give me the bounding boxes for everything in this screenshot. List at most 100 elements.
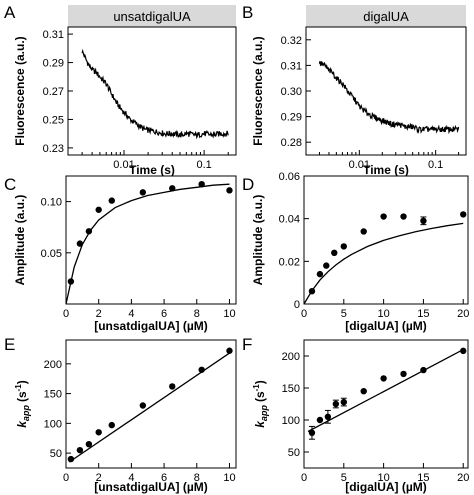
y-tick-label-a: 0.25 [43, 114, 64, 126]
data-point-c [95, 206, 102, 213]
panel-letter-f: F [242, 335, 252, 354]
y-tick-label-e: 150 [44, 389, 62, 401]
panel-letter-d: D [242, 175, 254, 194]
data-point-e [85, 440, 93, 448]
data-point-f [460, 347, 467, 355]
x-axis-label-b: Time (s) [363, 163, 409, 177]
data-point-d [308, 288, 316, 295]
panel-letter-b: B [242, 3, 253, 22]
y-axis-label-e: kapp (s-1) [14, 380, 31, 428]
x-tick-label-e: 4 [128, 472, 134, 484]
x-tick-label-c: 4 [128, 308, 134, 320]
y-axis-label-a: Fluorescence (a.u.) [13, 36, 27, 145]
ticks-b: 0.01 0.1 0.28 0.29 0.30 0.31 0.32 [281, 35, 460, 171]
y-tick-label-d: 0.04 [279, 214, 300, 226]
x-tick-label-d: 5 [341, 308, 347, 320]
data-point-d [360, 228, 367, 235]
y-axis-label-d: Amplitude (a.u.) [251, 195, 265, 286]
data-point-f [316, 416, 324, 424]
header-a-bg [68, 5, 236, 27]
data-point-d [420, 217, 427, 224]
x-tick-label-e: 6 [161, 472, 167, 484]
ticks-d: 0 5 10 15 20 0 0.02 0.04 0.06 [279, 171, 470, 320]
x-tick-label-a: 0.1 [196, 159, 211, 171]
trace-line-b [318, 60, 460, 135]
ticks-e: 0 2 4 6 8 10 50 100 150 200 [44, 359, 236, 484]
x-tick-label-c: 2 [96, 308, 102, 320]
y-tick-label-e: 100 [44, 418, 62, 430]
y-axis-label-e-sub: app [21, 405, 31, 422]
data-point-c [76, 240, 84, 247]
y-tick-label-b: 0.29 [281, 112, 302, 124]
y-axis-label-f-sup: -1 [252, 384, 261, 392]
x-tick-label-d: 10 [377, 308, 389, 320]
x-tick-label-c: 0 [63, 308, 69, 320]
data-point-f [332, 400, 340, 408]
y-tick-label-e: 200 [44, 359, 62, 371]
data-a [81, 48, 229, 140]
data-point-f [400, 370, 407, 378]
x-axis-label-e: [unsatdigalUA] (µM) [94, 480, 208, 494]
ticks-c: 0 2 4 6 8 10 0.05 0.10 [41, 197, 236, 320]
header-b-text: digalUA [363, 9, 409, 24]
plot-frame-f [303, 339, 469, 469]
x-tick-label-c: 10 [223, 308, 235, 320]
y-tick-label-d: 0.06 [279, 171, 300, 183]
data-point-c [85, 228, 93, 235]
data-point-e [139, 402, 147, 409]
y-tick-label-a: 0.23 [43, 143, 64, 155]
data-point-d [340, 243, 348, 250]
x-axis-label-c: [unsatdigalUA] (µM) [94, 319, 208, 333]
ticks-a: 0.01 0.1 0.23 0.25 0.27 0.29 0.31 [43, 29, 229, 171]
y-tick-label-c: 0.05 [41, 248, 62, 260]
x-tick-label-d: 0 [301, 308, 307, 320]
data-f [307, 347, 467, 440]
data-point-f [360, 388, 367, 395]
x-tick-label-a: 0.01 [113, 159, 134, 171]
x-tick-label-e: 10 [223, 472, 235, 484]
data-point-f [324, 413, 332, 420]
y-axis-label-f-k: k [253, 420, 267, 428]
y-axis-label-e-sup: -1 [14, 384, 23, 392]
data-point-d [323, 262, 330, 269]
y-tick-label-b: 0.28 [281, 137, 302, 149]
data-c [65, 180, 233, 305]
data-point-d [400, 213, 407, 220]
y-tick-label-f: 50 [288, 447, 300, 459]
panel-letter-a: A [4, 3, 16, 22]
data-point-f [420, 366, 427, 374]
panel-c: 0 2 4 6 8 10 0.05 0.10 [unsatdigalUA] (µM) Ampl… [13, 175, 237, 333]
x-tick-label-b: 0.1 [428, 159, 443, 171]
plot-frame-d [303, 175, 469, 305]
y-axis-label-e-unit: (s [15, 391, 29, 402]
data-point-e [108, 421, 115, 429]
y-axis-label-e-k: k [15, 420, 29, 428]
x-tick-label-e: 0 [63, 472, 69, 484]
fit-line-e [68, 352, 230, 463]
y-axis-label-f: kapp (s-1) [252, 380, 269, 428]
x-tick-label-b: 0.01 [349, 159, 370, 171]
y-tick-label-a: 0.29 [43, 58, 64, 70]
x-tick-label-f: 0 [301, 472, 307, 484]
fit-line-f [307, 349, 464, 433]
y-tick-label-d: 0.02 [279, 256, 300, 268]
panel-a: unsatdigalUA 0.01 0.1 0.23 0.25 0.27 0.29 0.31… [13, 5, 237, 177]
y-tick-label-c: 0.10 [41, 197, 62, 209]
panel-letter-e: E [4, 335, 15, 354]
x-tick-label-d: 15 [417, 308, 429, 320]
fit-line-d [303, 222, 464, 305]
y-tick-label-b: 0.30 [281, 86, 302, 98]
y-tick-label-a: 0.27 [43, 86, 64, 98]
x-tick-label-f: 5 [341, 472, 347, 484]
x-tick-label-f: 15 [417, 472, 429, 484]
data-point-c [169, 185, 176, 192]
plot-frame-c [65, 175, 237, 305]
y-tick-label-b: 0.31 [281, 60, 302, 72]
y-axis-label-f-sub: app [259, 405, 269, 422]
header-b-bg [306, 5, 466, 27]
data-point-c [198, 180, 205, 188]
x-tick-label-f: 20 [457, 472, 469, 484]
x-tick-label-d: 20 [457, 308, 469, 320]
fit-line-c [65, 183, 230, 305]
data-e [67, 347, 233, 463]
